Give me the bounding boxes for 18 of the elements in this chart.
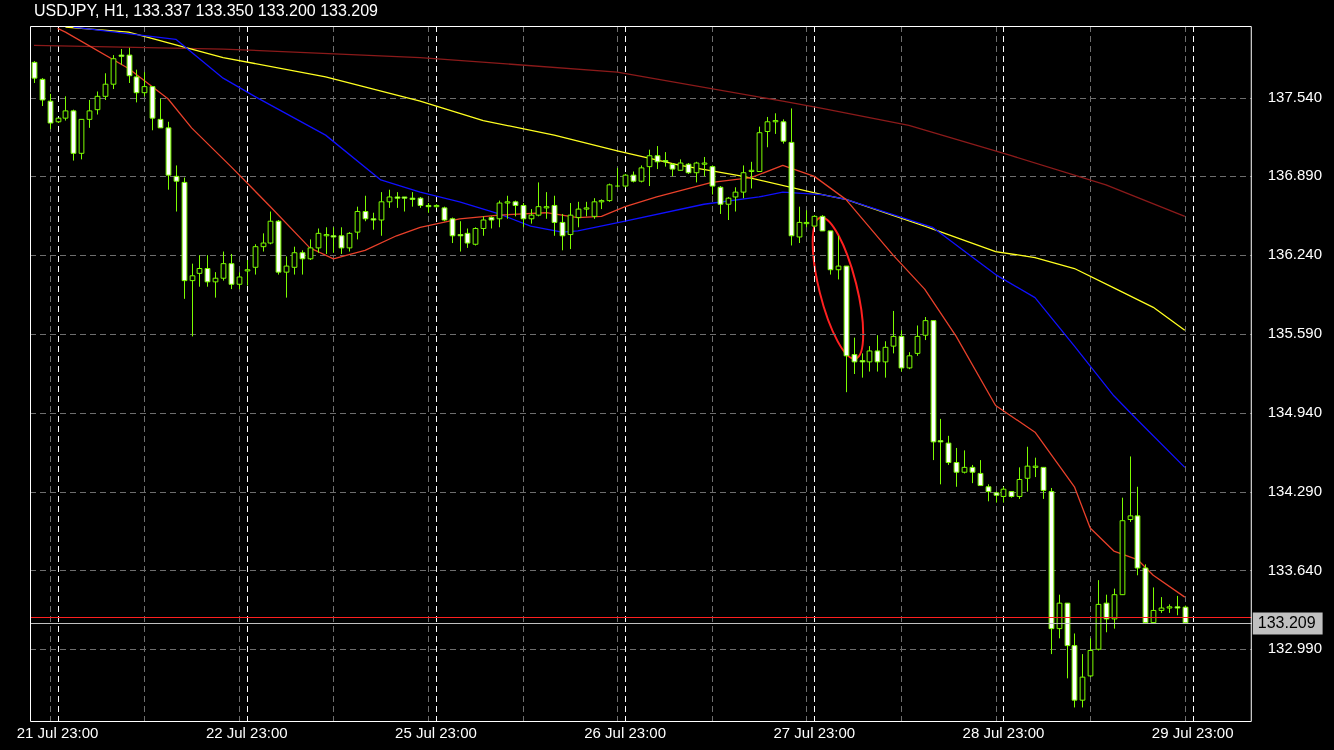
x-tick-label: 27 Jul 23:00	[773, 724, 856, 742]
x-tick-label: 25 Jul 23:00	[395, 724, 477, 742]
chart-title: USDJPY, H1, 133.337 133.350 133.200 133.209	[34, 2, 379, 20]
x-tick-label: 21 Jul 23:00	[16, 724, 99, 742]
x-tick-label: 22 Jul 23:00	[205, 724, 288, 742]
y-tick-label: 136.240	[1267, 245, 1323, 263]
x-tick-label: 29 Jul 23:00	[1151, 724, 1234, 742]
y-tick-label: 136.890	[1267, 166, 1323, 184]
y-tick-label: 134.940	[1267, 402, 1323, 420]
x-tick-label: 26 Jul 23:00	[584, 724, 666, 742]
y-tick-label: 134.290	[1267, 481, 1323, 499]
y-tick-label: 135.590	[1267, 324, 1323, 342]
y-tick-label: 133.640	[1267, 560, 1323, 578]
candlestick	[614, 167, 621, 188]
x-tick-label: 28 Jul 23:00	[962, 724, 1045, 742]
y-tick-label: 132.990	[1267, 639, 1323, 657]
ref-line-label: 133.209	[1257, 613, 1316, 631]
y-tick-label: 137.540	[1267, 87, 1323, 105]
